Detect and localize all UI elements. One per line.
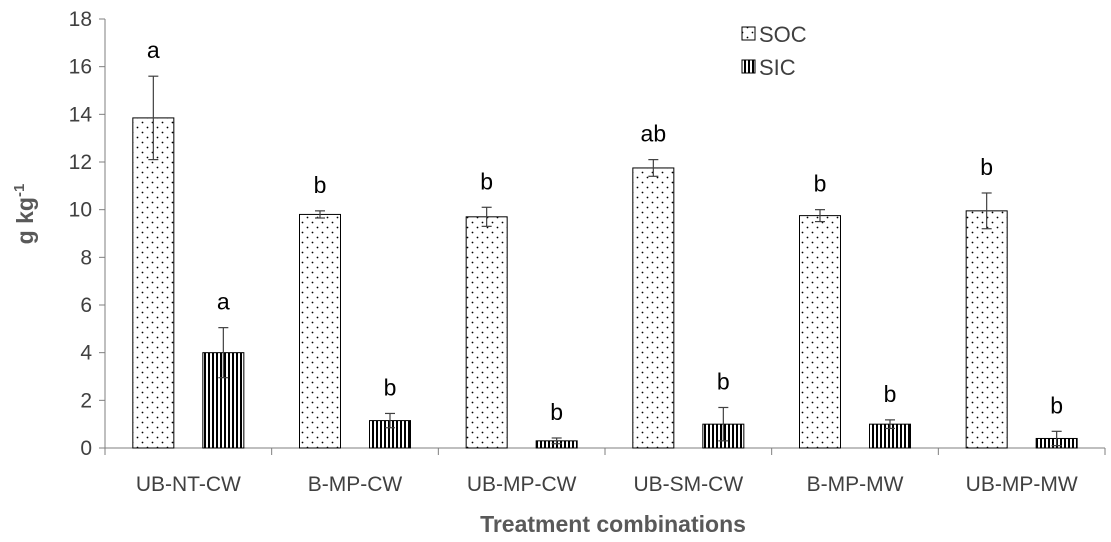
y-tick-label: 12	[69, 151, 92, 174]
x-tick-label: UB-MP-CW	[467, 473, 577, 496]
significance-label: b	[717, 368, 730, 394]
x-tick-label: B-MP-CW	[308, 473, 403, 496]
x-tick-label: B-MP-MW	[807, 473, 904, 496]
legend-swatch-soc	[741, 26, 756, 41]
x-axis-title: Treatment combinations	[480, 511, 746, 537]
bar-soc	[132, 117, 175, 449]
y-tick-label: 8	[80, 246, 92, 269]
y-tick-label: 10	[69, 199, 92, 222]
significance-label: b	[384, 374, 397, 400]
bar-soc	[465, 216, 508, 449]
significance-label: b	[980, 154, 993, 180]
significance-label: a	[147, 37, 160, 63]
significance-label: b	[480, 168, 493, 194]
bar-soc	[965, 210, 1008, 449]
x-axis: UB-NT-CW B-MP-CW UB-MP-CW UB-SM-CW B-MP-MW UB…	[104, 447, 1106, 496]
y-tick-label: 16	[69, 56, 92, 79]
legend-label-sic: SIC	[759, 55, 796, 80]
bar-soc	[299, 213, 341, 449]
x-tick-label: UB-MP-MW	[966, 473, 1078, 496]
significance-label: b	[314, 172, 327, 198]
y-tick-label: 4	[80, 342, 92, 365]
y-tick-label: 0	[80, 437, 92, 460]
significance-label: b	[1050, 392, 1063, 418]
significance-label: b	[550, 399, 563, 425]
y-tick-label: 6	[80, 294, 92, 317]
legend-label-soc: SOC	[759, 22, 807, 47]
bar-soc	[632, 167, 675, 449]
significance-label: a	[217, 289, 230, 315]
y-axis-title: g kg-1	[11, 184, 38, 245]
legend: SOC SIC	[741, 22, 807, 80]
significance-label: ab	[641, 121, 667, 147]
significance-label: b	[884, 381, 897, 407]
y-tick-label: 14	[69, 103, 93, 126]
legend-swatch-sic	[741, 59, 756, 74]
y-tick-label: 2	[80, 389, 92, 412]
x-tick-label: UB-NT-CW	[136, 473, 241, 496]
x-tick-label: UB-SM-CW	[634, 473, 744, 496]
bar-soc	[799, 215, 841, 449]
y-axis: 0 2 4 6 8 10 12 14 16 18	[69, 8, 106, 460]
y-axis-title-text: g kg	[12, 197, 38, 244]
y-axis-title-superscript: -1	[11, 184, 28, 197]
y-tick-label: 18	[69, 8, 92, 31]
significance-label: b	[814, 171, 827, 197]
